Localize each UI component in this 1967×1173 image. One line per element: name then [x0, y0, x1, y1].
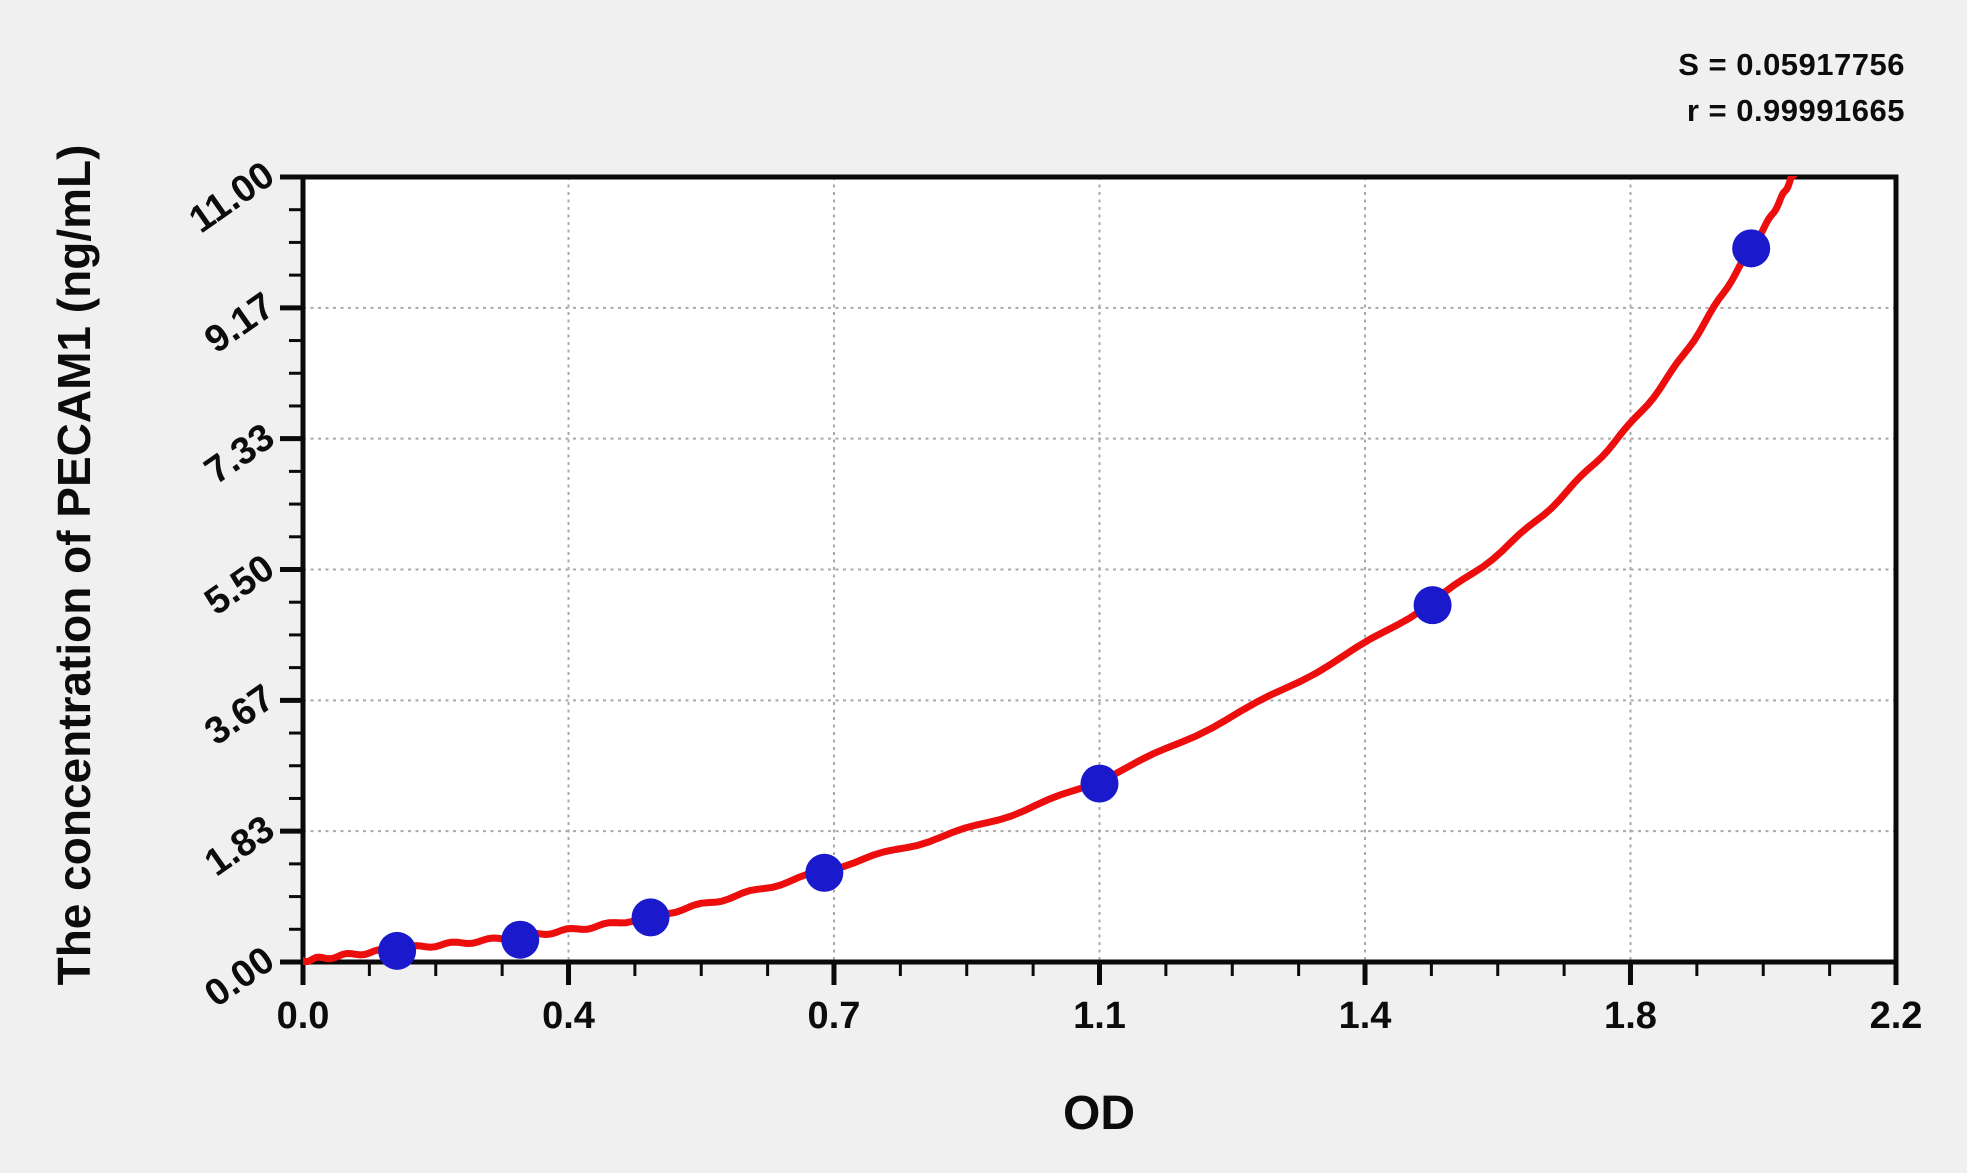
x-tick-label: 0.7	[807, 995, 861, 1037]
data-point	[1080, 764, 1119, 803]
data-point	[1413, 586, 1452, 625]
x-tick-label: 0.4	[542, 995, 595, 1037]
s-value: S = 0.05917756	[1678, 47, 1905, 82]
x-tick-label: 0.0	[276, 995, 330, 1037]
data-point	[631, 898, 670, 937]
data-point	[501, 920, 540, 959]
data-point	[1732, 229, 1771, 268]
fitted-curve	[303, 176, 1798, 965]
x-tick-label: 2.2	[1869, 995, 1923, 1037]
data-point	[805, 853, 844, 892]
x-tick-label: 1.4	[1338, 995, 1392, 1037]
axes-frame	[300, 174, 1899, 965]
r-value: r = 0.99991665	[1686, 93, 1905, 128]
x-axis-title: OD	[1063, 1087, 1135, 1140]
y-axis-title: The concentration of PECAM1 (ng/mL)	[48, 144, 100, 986]
fit-statistics: S = 0.05917756 r = 0.99991665	[1678, 42, 1905, 134]
x-tick-label: 1.1	[1073, 995, 1126, 1037]
data-point	[378, 931, 417, 970]
x-tick-label: 1.8	[1604, 995, 1657, 1037]
